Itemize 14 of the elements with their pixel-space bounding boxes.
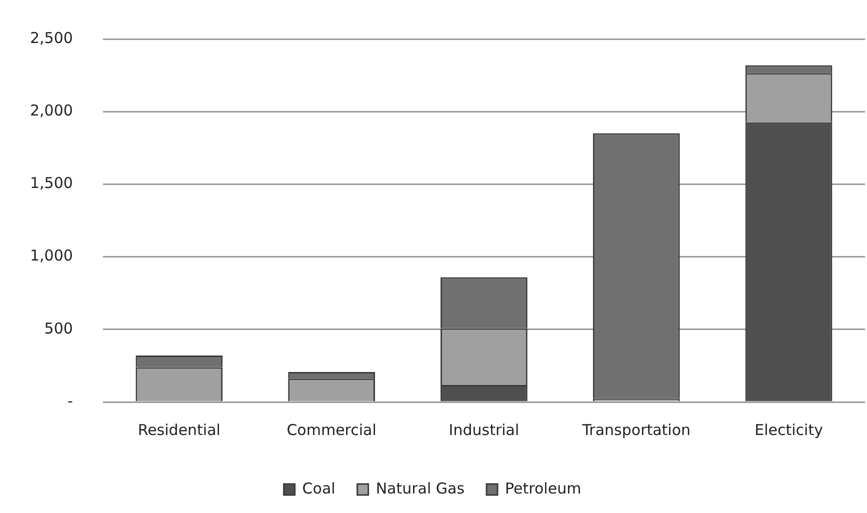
- legend-label: Petroleum: [505, 479, 582, 498]
- x-tick-label: Electicity: [754, 420, 824, 439]
- x-tick-label: Commercial: [286, 420, 376, 439]
- x-tick-label: Transportation: [581, 420, 691, 439]
- x-tick-label: Industrial: [448, 420, 520, 439]
- y-tick-label: -: [68, 392, 73, 410]
- y-tick-label: 1,500: [30, 174, 73, 192]
- legend-label: Coal: [302, 479, 336, 498]
- legend-label: Natural Gas: [376, 479, 465, 498]
- y-tick-label: 2,500: [30, 28, 73, 47]
- y-tick-label: 2,000: [30, 101, 73, 120]
- y-tick-label: 500: [44, 319, 73, 338]
- y-tick-label: 1,000: [30, 246, 73, 265]
- x-tick-label: Residential: [138, 420, 220, 439]
